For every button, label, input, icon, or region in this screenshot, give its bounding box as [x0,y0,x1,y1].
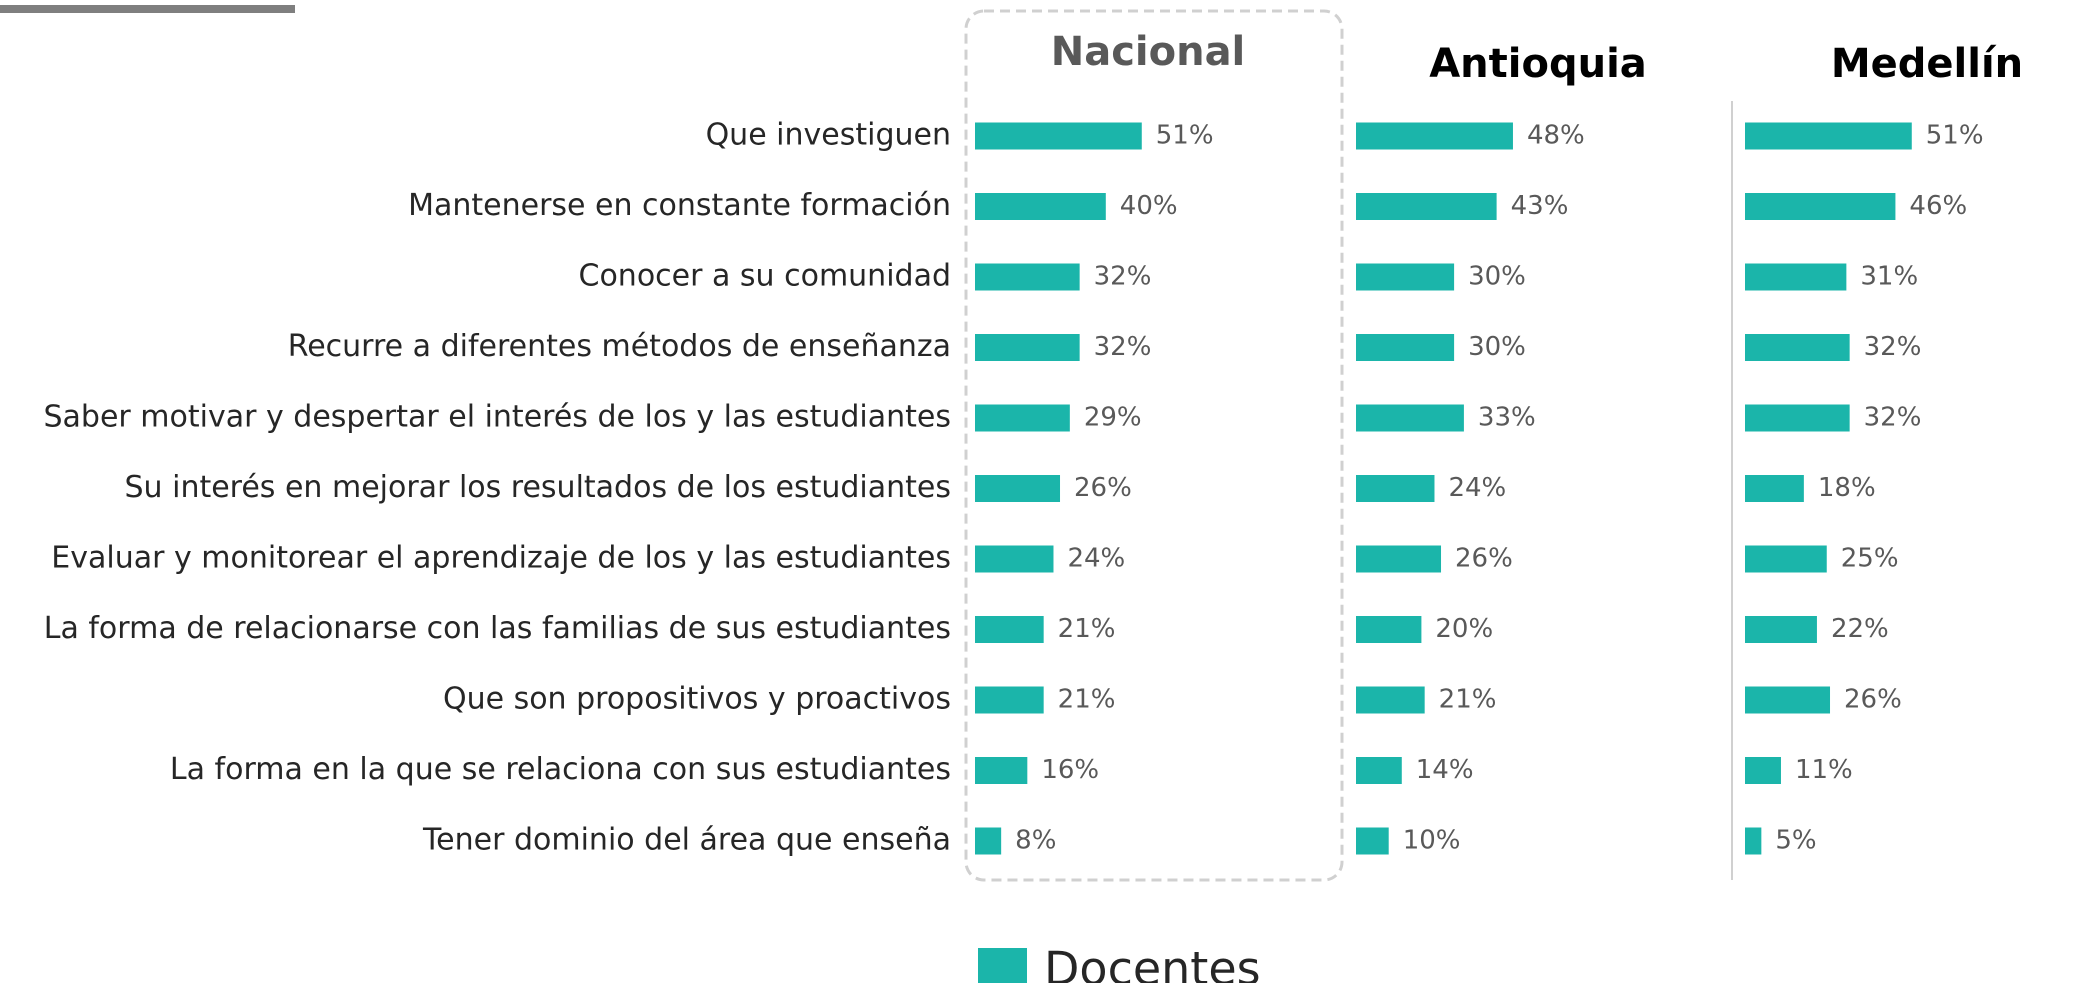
value-label: 48% [1527,121,1585,151]
value-label: 18% [1818,473,1876,503]
bar [975,757,1028,784]
value-label: 24% [1067,544,1125,574]
highlight-box [964,9,1344,882]
bar [1356,545,1442,573]
category-label: Mantenerse en constante formación [408,188,951,223]
bar [975,686,1044,714]
value-label: 16% [1041,755,1099,785]
value-label: 25% [1841,544,1899,574]
category-label: Evaluar y monitorear el aprendizaje de l… [51,541,951,576]
bar [1745,404,1850,432]
bar [1745,616,1817,643]
value-label: 46% [1909,191,1967,221]
bar [1356,193,1497,220]
bar [1356,827,1389,855]
value-label: 20% [1435,614,1493,644]
bar [975,263,1080,291]
value-label: 26% [1455,544,1513,574]
value-label: 26% [1844,685,1902,715]
bar [975,334,1080,361]
category-label: Que son propositivos y proactivos [443,682,951,717]
value-label: 43% [1511,191,1569,221]
value-label: 32% [1094,332,1152,362]
value-label: 26% [1074,473,1132,503]
value-label: 32% [1094,262,1152,292]
bar [1356,334,1455,361]
bar [975,404,1070,432]
value-label: 30% [1468,332,1526,362]
bar [975,475,1061,502]
bar [975,545,1054,573]
bar [1356,263,1455,291]
bar [1745,263,1847,291]
category-label: Conocer a su comunidad [579,259,952,294]
category-label: Recurre a diferentes métodos de enseñanz… [288,329,951,364]
value-label: 51% [1926,121,1984,151]
value-label: 8% [1015,826,1056,856]
bar [1745,193,1896,220]
value-label: 51% [1156,121,1214,151]
bar [1356,686,1425,714]
value-label: 5% [1775,826,1816,856]
bar [1356,757,1402,784]
bar [1745,545,1827,573]
value-label: 21% [1058,614,1116,644]
panel-title: Medellín [1831,41,2023,87]
bar [1745,757,1781,784]
bar [975,193,1106,220]
value-label: 30% [1468,262,1526,292]
legend-swatch [978,948,1027,983]
value-label: 21% [1058,685,1116,715]
bar [1356,475,1435,502]
bar [1356,404,1464,432]
value-label: 10% [1403,826,1461,856]
bar [1745,827,1762,855]
panel-title: Nacional [1051,29,1246,75]
value-label: 11% [1795,755,1853,785]
bar [1356,122,1513,150]
bar [1745,475,1804,502]
bar [975,827,1002,855]
bar [975,616,1044,643]
value-label: 29% [1084,403,1142,433]
value-label: 14% [1416,755,1474,785]
value-label: 21% [1439,685,1497,715]
bar [1745,686,1831,714]
category-label: Saber motivar y despertar el interés de … [44,400,952,435]
category-label: Que investiguen [706,118,951,153]
panel-title: Antioquia [1429,41,1647,87]
bar [1745,122,1912,150]
bar [1745,334,1850,361]
value-label: 32% [1864,332,1922,362]
value-label: 22% [1831,614,1889,644]
value-label: 33% [1478,403,1536,433]
category-label: Su interés en mejorar los resultados de … [125,470,951,505]
category-label: Tener dominio del área que enseña [422,823,951,858]
value-label: 31% [1860,262,1918,292]
value-label: 24% [1448,473,1506,503]
category-label: La forma en la que se relaciona con sus … [170,752,951,787]
legend-label: Docentes [1044,942,1261,983]
header-bar [0,5,295,13]
category-label: La forma de relacionarse con las familia… [44,611,951,646]
bar [1356,616,1422,643]
value-label: 40% [1120,191,1178,221]
bar [975,122,1142,150]
value-label: 32% [1864,403,1922,433]
